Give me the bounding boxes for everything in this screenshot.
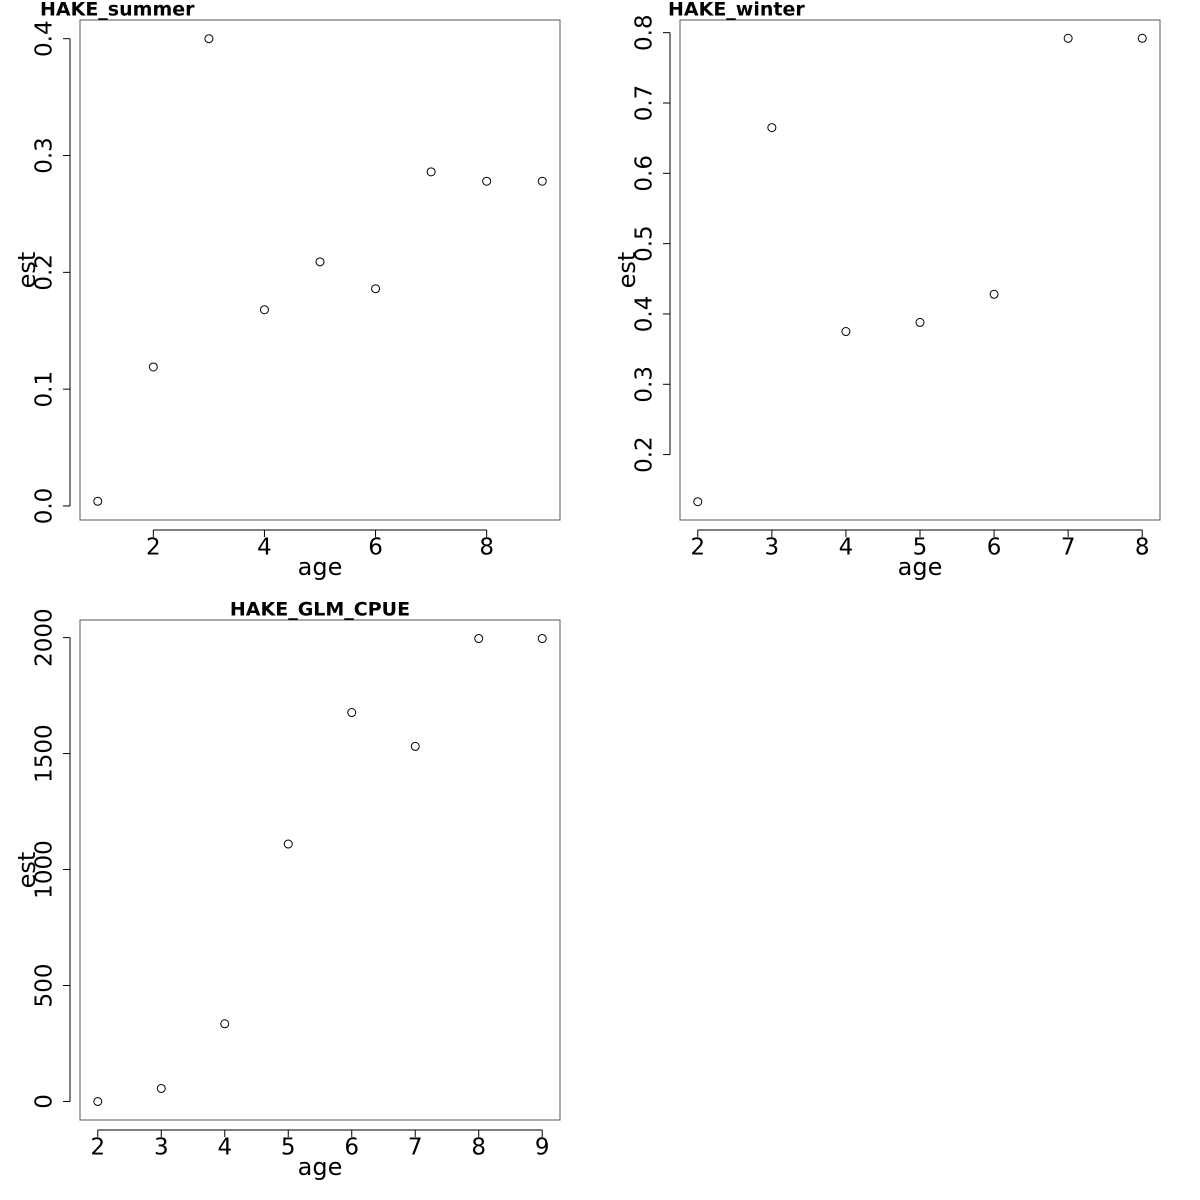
x-tick-label: 7 [1061, 535, 1076, 561]
plot-frame [79, 619, 561, 1121]
point [1137, 33, 1147, 43]
y-axis-title: est [613, 252, 641, 289]
point [482, 176, 492, 186]
y-tick-label: 0.4 [32, 20, 58, 57]
y-tick-label: 0.3 [32, 137, 58, 174]
point [259, 305, 269, 315]
x-tick-label: 2 [146, 535, 161, 561]
x-tick-label: 7 [408, 1135, 423, 1161]
y-tick-label: 1000 [32, 840, 58, 899]
x-tick-label: 5 [281, 1135, 296, 1161]
y-tick-label: 0.8 [632, 14, 658, 51]
x-tick-label: 6 [987, 535, 1002, 561]
point [347, 708, 357, 718]
chart-title: HAKE_winter [668, 0, 805, 21]
point [410, 741, 420, 751]
y-axis-title: est [13, 852, 41, 889]
y-tick-label: 0.6 [632, 155, 658, 192]
point [93, 1096, 103, 1106]
point [537, 634, 547, 644]
point [426, 167, 436, 177]
x-axis-title: age [298, 1153, 343, 1181]
x-tick-label: 9 [535, 1135, 550, 1161]
y-tick-label: 0.5 [632, 225, 658, 262]
x-tick-label: 8 [471, 1135, 486, 1161]
point [1063, 33, 1073, 43]
y-tick-label: 0.4 [632, 296, 658, 333]
x-tick-label: 2 [90, 1135, 105, 1161]
y-tick-label: 2000 [32, 608, 58, 667]
x-tick-label: 3 [154, 1135, 169, 1161]
point [474, 634, 484, 644]
x-axis-title: age [298, 553, 343, 581]
point [156, 1083, 166, 1093]
y-tick-label: 0.0 [32, 488, 58, 525]
y-tick-label: 0.2 [632, 436, 658, 473]
y-tick-label: 1500 [32, 724, 58, 783]
x-tick-label: 6 [368, 535, 383, 561]
point [371, 284, 381, 294]
y-tick-label: 0.7 [632, 85, 658, 122]
y-tick-label: 500 [32, 964, 58, 1008]
point [204, 34, 214, 44]
point [989, 289, 999, 299]
x-axis-title: age [898, 553, 943, 581]
y-tick-label: 0 [32, 1094, 58, 1109]
point [915, 317, 925, 327]
plot-frame [79, 19, 561, 521]
x-tick-label: 4 [217, 1135, 232, 1161]
x-tick-label: 4 [257, 535, 272, 561]
point [537, 176, 547, 186]
y-tick-label: 0.3 [632, 366, 658, 403]
point [148, 362, 158, 372]
point [283, 839, 293, 849]
point [693, 497, 703, 507]
x-tick-label: 3 [765, 535, 780, 561]
chart-title: HAKE_summer [40, 0, 195, 21]
point [315, 257, 325, 267]
point [767, 123, 777, 133]
plot-frame [679, 19, 1161, 521]
x-tick-label: 5 [913, 535, 928, 561]
y-axis-title: est [13, 252, 41, 289]
point [841, 327, 851, 337]
x-tick-label: 8 [479, 535, 494, 561]
x-tick-label: 6 [344, 1135, 359, 1161]
point [220, 1019, 230, 1029]
y-tick-label: 0.1 [32, 371, 58, 408]
x-tick-label: 2 [690, 535, 705, 561]
chart-title: HAKE_GLM_CPUE [230, 599, 410, 621]
y-tick-label: 0.2 [32, 254, 58, 291]
point [93, 496, 103, 506]
x-tick-label: 8 [1135, 535, 1150, 561]
x-tick-label: 4 [839, 535, 854, 561]
